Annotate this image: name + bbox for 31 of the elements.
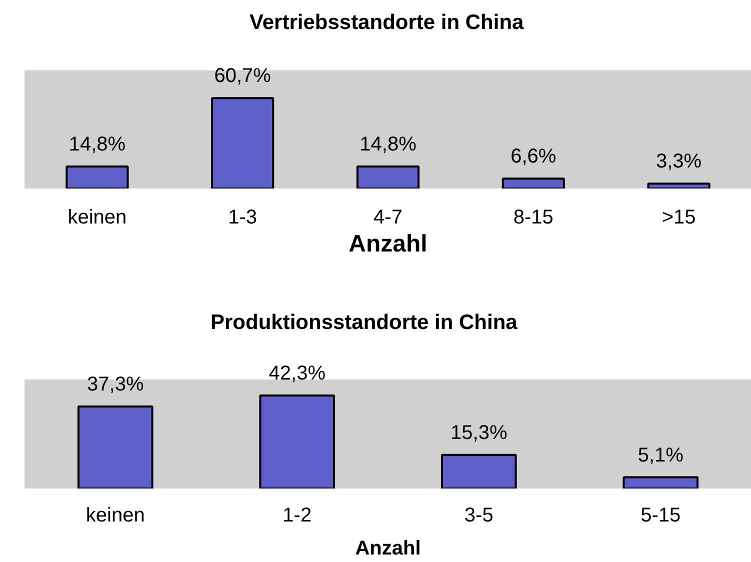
x-tick-label: 1-2	[282, 504, 312, 526]
x-tick-label: keinen	[68, 206, 127, 228]
data-label: 5,1%	[638, 444, 684, 466]
data-label: 15,3%	[450, 422, 508, 444]
x-tick-label: 5-15	[640, 504, 681, 526]
data-label: 60,7%	[214, 65, 272, 88]
data-label: 14,8%	[68, 133, 126, 156]
x-tick-label: 4-7	[374, 206, 402, 228]
data-label: 3,3%	[656, 150, 702, 173]
bar	[356, 165, 420, 188]
x-tick-label: 3-5	[464, 504, 494, 526]
chart-title: Produktionsstandorte in China	[210, 311, 518, 334]
bar	[622, 476, 699, 488]
bar	[647, 182, 710, 188]
bar	[502, 178, 565, 188]
chart-title: Vertriebsstandorte in China	[250, 11, 524, 34]
x-axis-title: Anzahl	[355, 538, 421, 560]
bar	[66, 165, 129, 188]
bar	[211, 97, 274, 188]
x-tick-label: >15	[662, 206, 696, 228]
data-label: 14,8%	[360, 133, 417, 156]
data-label: 42,3%	[268, 362, 326, 384]
data-label: 6,6%	[510, 146, 556, 168]
x-tick-label: 8-15	[513, 206, 554, 228]
x-tick-label: 1-3	[228, 206, 258, 228]
x-tick-label: keinen	[86, 504, 145, 526]
bar	[259, 394, 336, 488]
bar	[440, 454, 517, 488]
bar	[77, 405, 154, 488]
x-axis-title: Anzahl	[348, 230, 428, 258]
data-label: 37,3%	[87, 373, 144, 396]
